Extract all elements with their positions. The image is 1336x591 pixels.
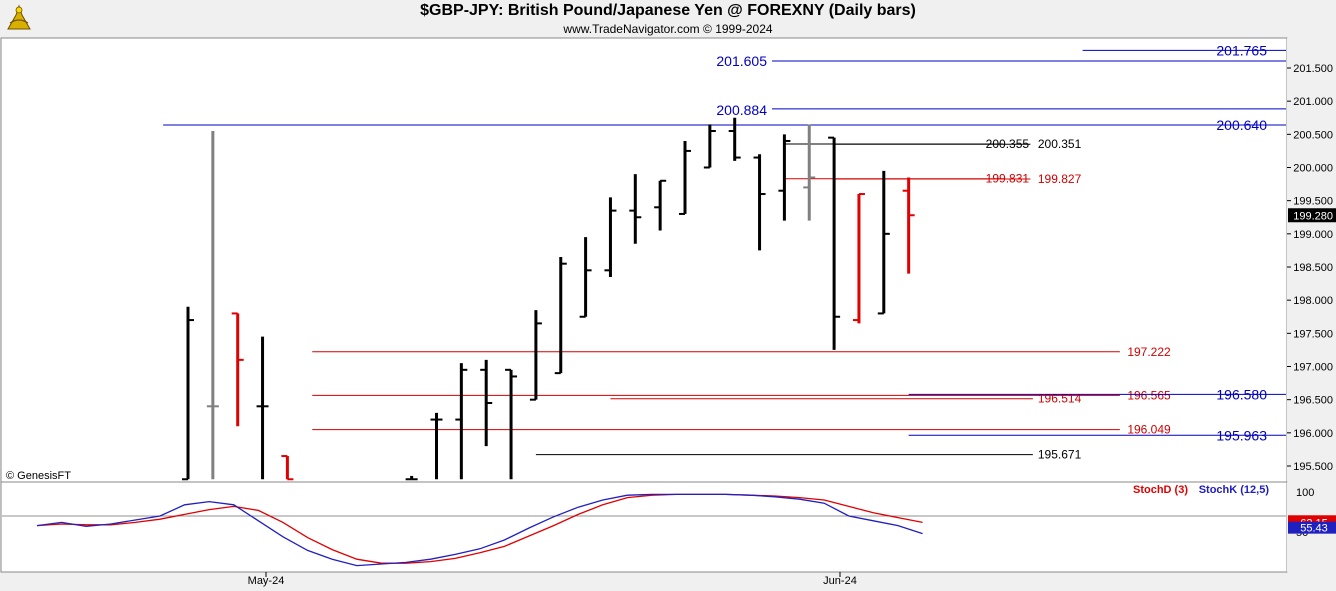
ohlc-bar bbox=[753, 154, 766, 251]
ohlc-bar bbox=[877, 170, 890, 315]
level-label: 195.671 bbox=[1038, 448, 1082, 462]
stochastic-lines: 1005062.1555.43 bbox=[2, 487, 1336, 567]
ohlc-bar bbox=[778, 134, 791, 221]
ohlc-bar bbox=[629, 174, 642, 244]
ohlc-bar bbox=[455, 363, 468, 480]
level-label: 199.827 bbox=[1038, 172, 1082, 186]
price-tick-label: 200.000 bbox=[1293, 163, 1333, 175]
ohlc-bar bbox=[231, 312, 244, 427]
date-tick-label: Jun-24 bbox=[823, 575, 857, 587]
level-label: 201.605 bbox=[716, 53, 767, 69]
ohlc-bar bbox=[803, 124, 816, 221]
ohlc-bar bbox=[703, 124, 716, 169]
price-tick-label: 201.500 bbox=[1293, 63, 1333, 75]
ohlc-bar bbox=[728, 117, 741, 161]
stoch-d-line bbox=[36, 493, 923, 564]
level-axis-label: 196.580 bbox=[1216, 386, 1267, 402]
price-tick-label: 201.000 bbox=[1293, 96, 1333, 108]
level-axis-labels: 201.765 200.640 196.580 195.963 199.280 bbox=[1216, 42, 1336, 443]
level-label: 200.884 bbox=[716, 102, 767, 118]
level-axis-label: 195.963 bbox=[1216, 427, 1267, 443]
price-tick-label: 197.500 bbox=[1293, 328, 1333, 340]
ohlc-bar bbox=[679, 140, 691, 215]
price-tick-label: 197.000 bbox=[1293, 362, 1333, 374]
price-tick-label: 198.000 bbox=[1293, 295, 1333, 307]
ohlc-bar bbox=[554, 257, 567, 375]
ohlc-bar bbox=[182, 306, 194, 481]
ohlc-bar bbox=[405, 475, 418, 481]
stoch-tick-label: 100 bbox=[1296, 487, 1314, 499]
stochastic-panel bbox=[0, 481, 1288, 573]
chart-subtitle: www.TradeNavigator.com © 1999-2024 bbox=[563, 22, 773, 36]
ohlc-bar bbox=[256, 336, 269, 480]
price-tick-label: 196.000 bbox=[1293, 428, 1333, 440]
ohlc-bar bbox=[206, 131, 219, 480]
ohlc-bar bbox=[604, 197, 617, 277]
stoch-k-label: StochK (12,5) bbox=[1199, 484, 1270, 496]
stoch-k-line bbox=[36, 493, 923, 567]
stoch-k-last-box bbox=[1288, 521, 1336, 534]
watermark: © GenesisFT bbox=[6, 470, 71, 482]
date-tick-label: May-24 bbox=[248, 575, 285, 587]
level-label: 196.514 bbox=[1038, 392, 1082, 406]
price-tick-label: 195.500 bbox=[1293, 461, 1333, 473]
level-axis-label: 200.640 bbox=[1216, 117, 1267, 133]
ohlc-bar bbox=[430, 412, 443, 480]
level-axis-label: 201.765 bbox=[1216, 42, 1267, 58]
price-axis-ticks: 201.500 201.000 200.500 200.000 199.500 199.0… bbox=[1287, 63, 1333, 473]
ohlc-bar bbox=[852, 193, 865, 324]
price-tick-label: 199.000 bbox=[1293, 229, 1333, 241]
price-bars bbox=[182, 117, 915, 481]
level-label: 200.351 bbox=[1038, 137, 1082, 151]
ohlc-bar bbox=[902, 177, 915, 274]
price-axis bbox=[1287, 38, 1336, 482]
price-tick-label: 200.500 bbox=[1293, 129, 1333, 141]
stoch-k-last-label: 55.43 bbox=[1300, 523, 1328, 535]
level-label: 196.565 bbox=[1127, 388, 1171, 402]
level-label: 196.049 bbox=[1127, 423, 1171, 437]
chart-title: $GBP-JPY: British Pound/Japanese Yen @ F… bbox=[420, 2, 916, 19]
price-panel bbox=[0, 37, 1288, 483]
price-tick-label: 196.500 bbox=[1293, 395, 1333, 407]
ohlc-bar bbox=[529, 310, 542, 401]
stoch-d-label: StochD (3) bbox=[1133, 484, 1188, 496]
ohlc-bar bbox=[281, 455, 294, 481]
ohlc-bar bbox=[579, 237, 592, 318]
date-axis-labels: May-24 Jun-24 bbox=[248, 572, 857, 587]
ohlc-bar bbox=[828, 136, 841, 350]
last-price-box bbox=[1288, 208, 1336, 223]
ohlc-bar bbox=[654, 179, 667, 231]
genesis-logo-icon bbox=[4, 3, 34, 33]
ohlc-bar bbox=[505, 368, 518, 480]
level-label: 197.222 bbox=[1127, 345, 1171, 359]
price-tick-label: 199.500 bbox=[1293, 196, 1333, 208]
price-tick-label: 198.500 bbox=[1293, 262, 1333, 274]
last-price-label: 199.280 bbox=[1293, 210, 1333, 222]
ohlc-bar bbox=[480, 359, 493, 447]
